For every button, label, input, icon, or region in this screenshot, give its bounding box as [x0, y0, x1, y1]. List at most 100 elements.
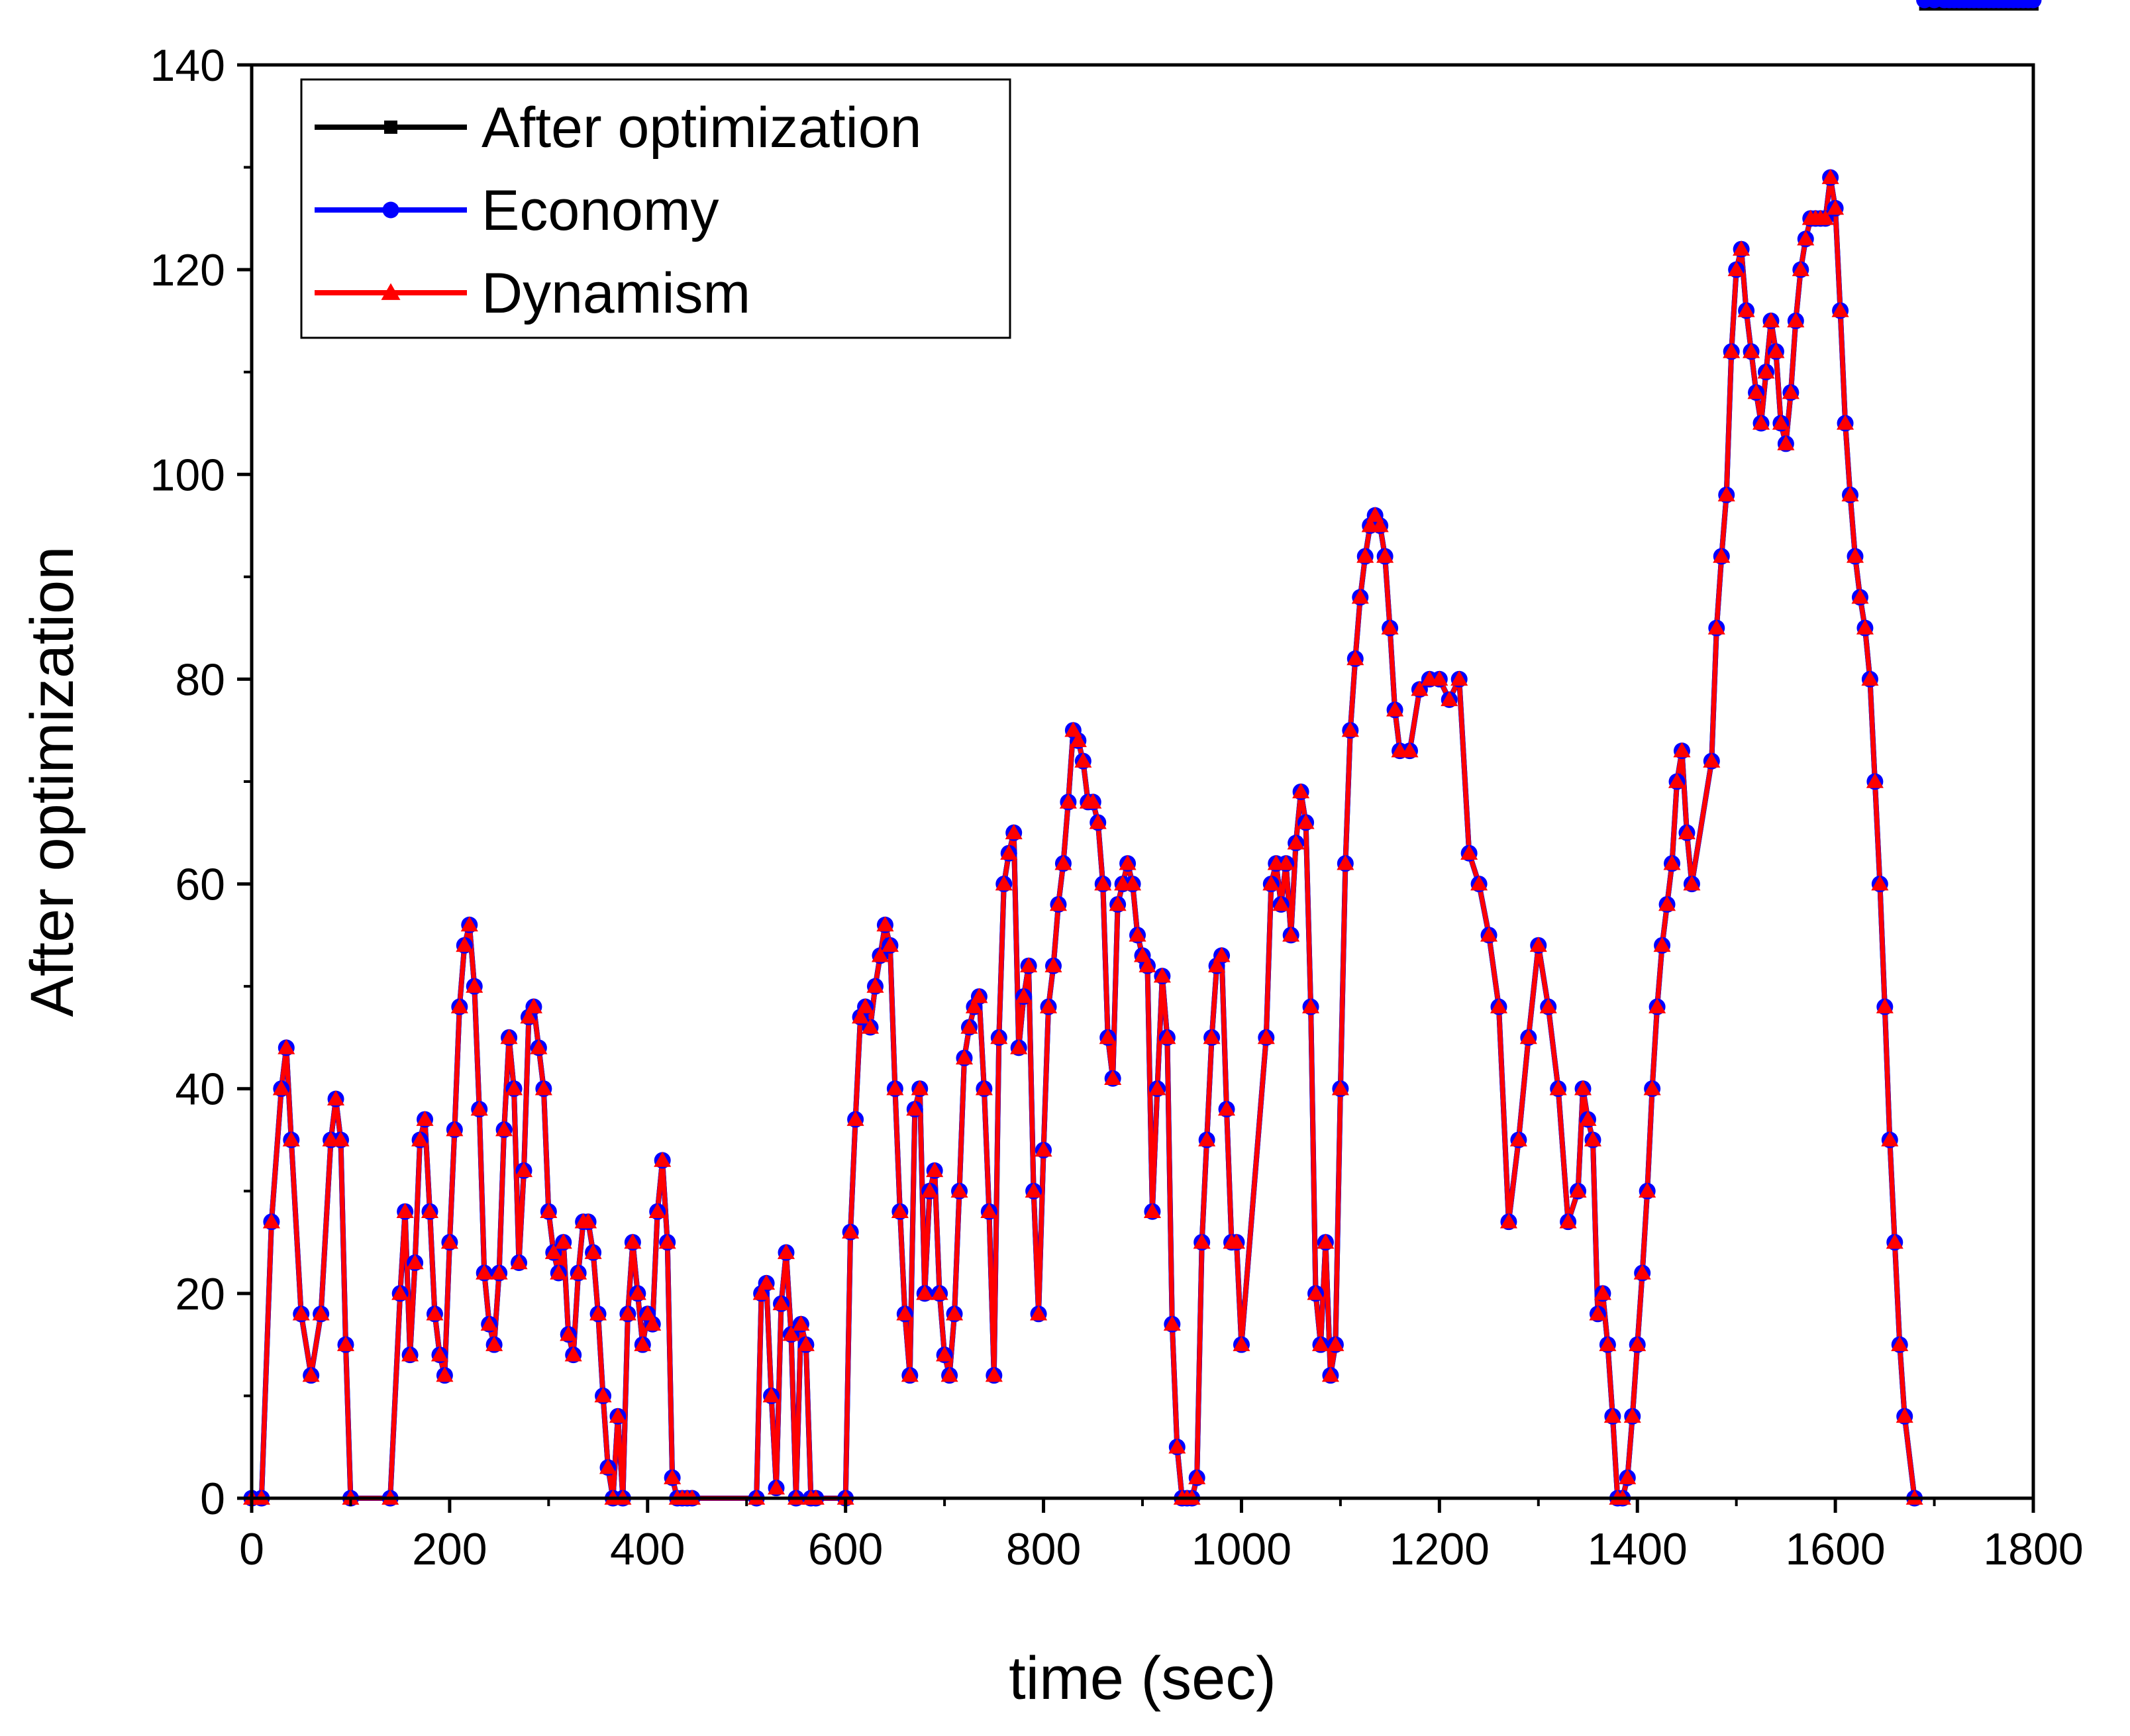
data-point [1509, 1131, 1527, 1147]
x-tick-label: 800 [1006, 1524, 1081, 1574]
data-point [1030, 1305, 1048, 1321]
data-point [1752, 414, 1770, 430]
x-axis-title: time (sec) [1009, 1645, 1276, 1712]
data-point [426, 1305, 444, 1321]
data-point [1896, 1407, 1913, 1423]
data-point [911, 1080, 929, 1096]
data-point [876, 916, 894, 932]
data-point [1678, 824, 1696, 840]
data-point [1733, 240, 1750, 256]
data-point [1683, 875, 1701, 891]
data-point [950, 1182, 968, 1198]
data-point [946, 1305, 964, 1321]
data-point [1837, 414, 1854, 430]
data-point [1297, 813, 1315, 829]
data-point [629, 1284, 646, 1300]
data-point [450, 998, 468, 1013]
data-point [391, 1284, 409, 1300]
data-point [456, 937, 474, 952]
data-point [534, 1080, 552, 1096]
data-point [1129, 926, 1146, 942]
data-point [460, 916, 478, 932]
data-point [1084, 793, 1102, 809]
data-point [960, 1018, 978, 1034]
data-point [1287, 834, 1305, 850]
data-point [1787, 312, 1805, 328]
data-point [1673, 742, 1691, 758]
data-point [1386, 701, 1404, 717]
data-point [1188, 1469, 1206, 1484]
data-point [1302, 998, 1320, 1013]
data-point [1653, 937, 1671, 952]
legend-label: Dynamism [482, 262, 750, 325]
series-markers-2 [242, 168, 1923, 1505]
data-point [644, 1315, 662, 1331]
data-point [1623, 1407, 1641, 1423]
data-point [1356, 547, 1374, 563]
data-point [1153, 967, 1171, 983]
data-point [589, 1305, 607, 1321]
data-point [1020, 957, 1038, 973]
data-point [1519, 1029, 1537, 1045]
data-point [1341, 721, 1359, 737]
data-point [1747, 383, 1765, 399]
data-point [752, 1284, 770, 1300]
data-point [1584, 1131, 1602, 1147]
data-point [1539, 998, 1557, 1013]
data-point [1707, 619, 1725, 635]
data-point [955, 1049, 974, 1065]
data-point [1411, 680, 1429, 696]
data-point [1723, 342, 1741, 358]
data-point [1663, 854, 1681, 870]
data-point [1727, 261, 1745, 276]
data-point [866, 978, 884, 993]
data-point [1866, 772, 1884, 788]
marker-layer [242, 0, 2042, 1507]
data-point [1762, 312, 1780, 328]
data-point [1846, 547, 1864, 563]
data-point [1307, 1284, 1325, 1300]
data-point [990, 1029, 1008, 1045]
data-point [1346, 650, 1364, 666]
y-tick-label: 0 [200, 1474, 225, 1524]
y-tick-label: 60 [175, 860, 225, 910]
data-point [1163, 1315, 1181, 1331]
data-point [530, 1039, 548, 1054]
data-point [891, 1203, 909, 1218]
data-point [599, 1458, 617, 1474]
legend: After optimization Economy Dynamism [300, 78, 1011, 339]
y-tick-label: 20 [175, 1269, 225, 1319]
data-point [1321, 1366, 1339, 1382]
data-point [1559, 1213, 1577, 1229]
data-point [312, 1305, 330, 1321]
data-point [1792, 261, 1809, 276]
data-point [634, 1336, 652, 1351]
data-point [1817, 209, 1835, 225]
data-point [554, 1233, 572, 1249]
data-point [1643, 1080, 1661, 1096]
data-point [1139, 957, 1156, 973]
data-point [1213, 946, 1231, 962]
axis-layer: 0 200 400 600 800 1000 1200 1400 1600 1800 0 20 40 60… [150, 40, 2084, 1574]
data-point [852, 1008, 870, 1024]
data-point [1217, 1100, 1236, 1116]
data-point [396, 1203, 414, 1218]
data-point [1450, 670, 1468, 686]
data-point [792, 1315, 810, 1331]
data-point [570, 1264, 587, 1280]
data-point [1529, 937, 1547, 952]
data-point [609, 1407, 627, 1423]
legend-marker [382, 201, 399, 219]
data-point [975, 1080, 993, 1096]
data-point [1054, 854, 1072, 870]
data-point [940, 1366, 958, 1382]
data-point [327, 1090, 345, 1105]
data-point [1233, 1336, 1250, 1351]
data-point [1203, 1029, 1221, 1045]
y-tick-label: 120 [150, 245, 225, 295]
legend-marker [381, 283, 401, 300]
data-point [485, 1336, 503, 1351]
data-point [1227, 1233, 1246, 1249]
